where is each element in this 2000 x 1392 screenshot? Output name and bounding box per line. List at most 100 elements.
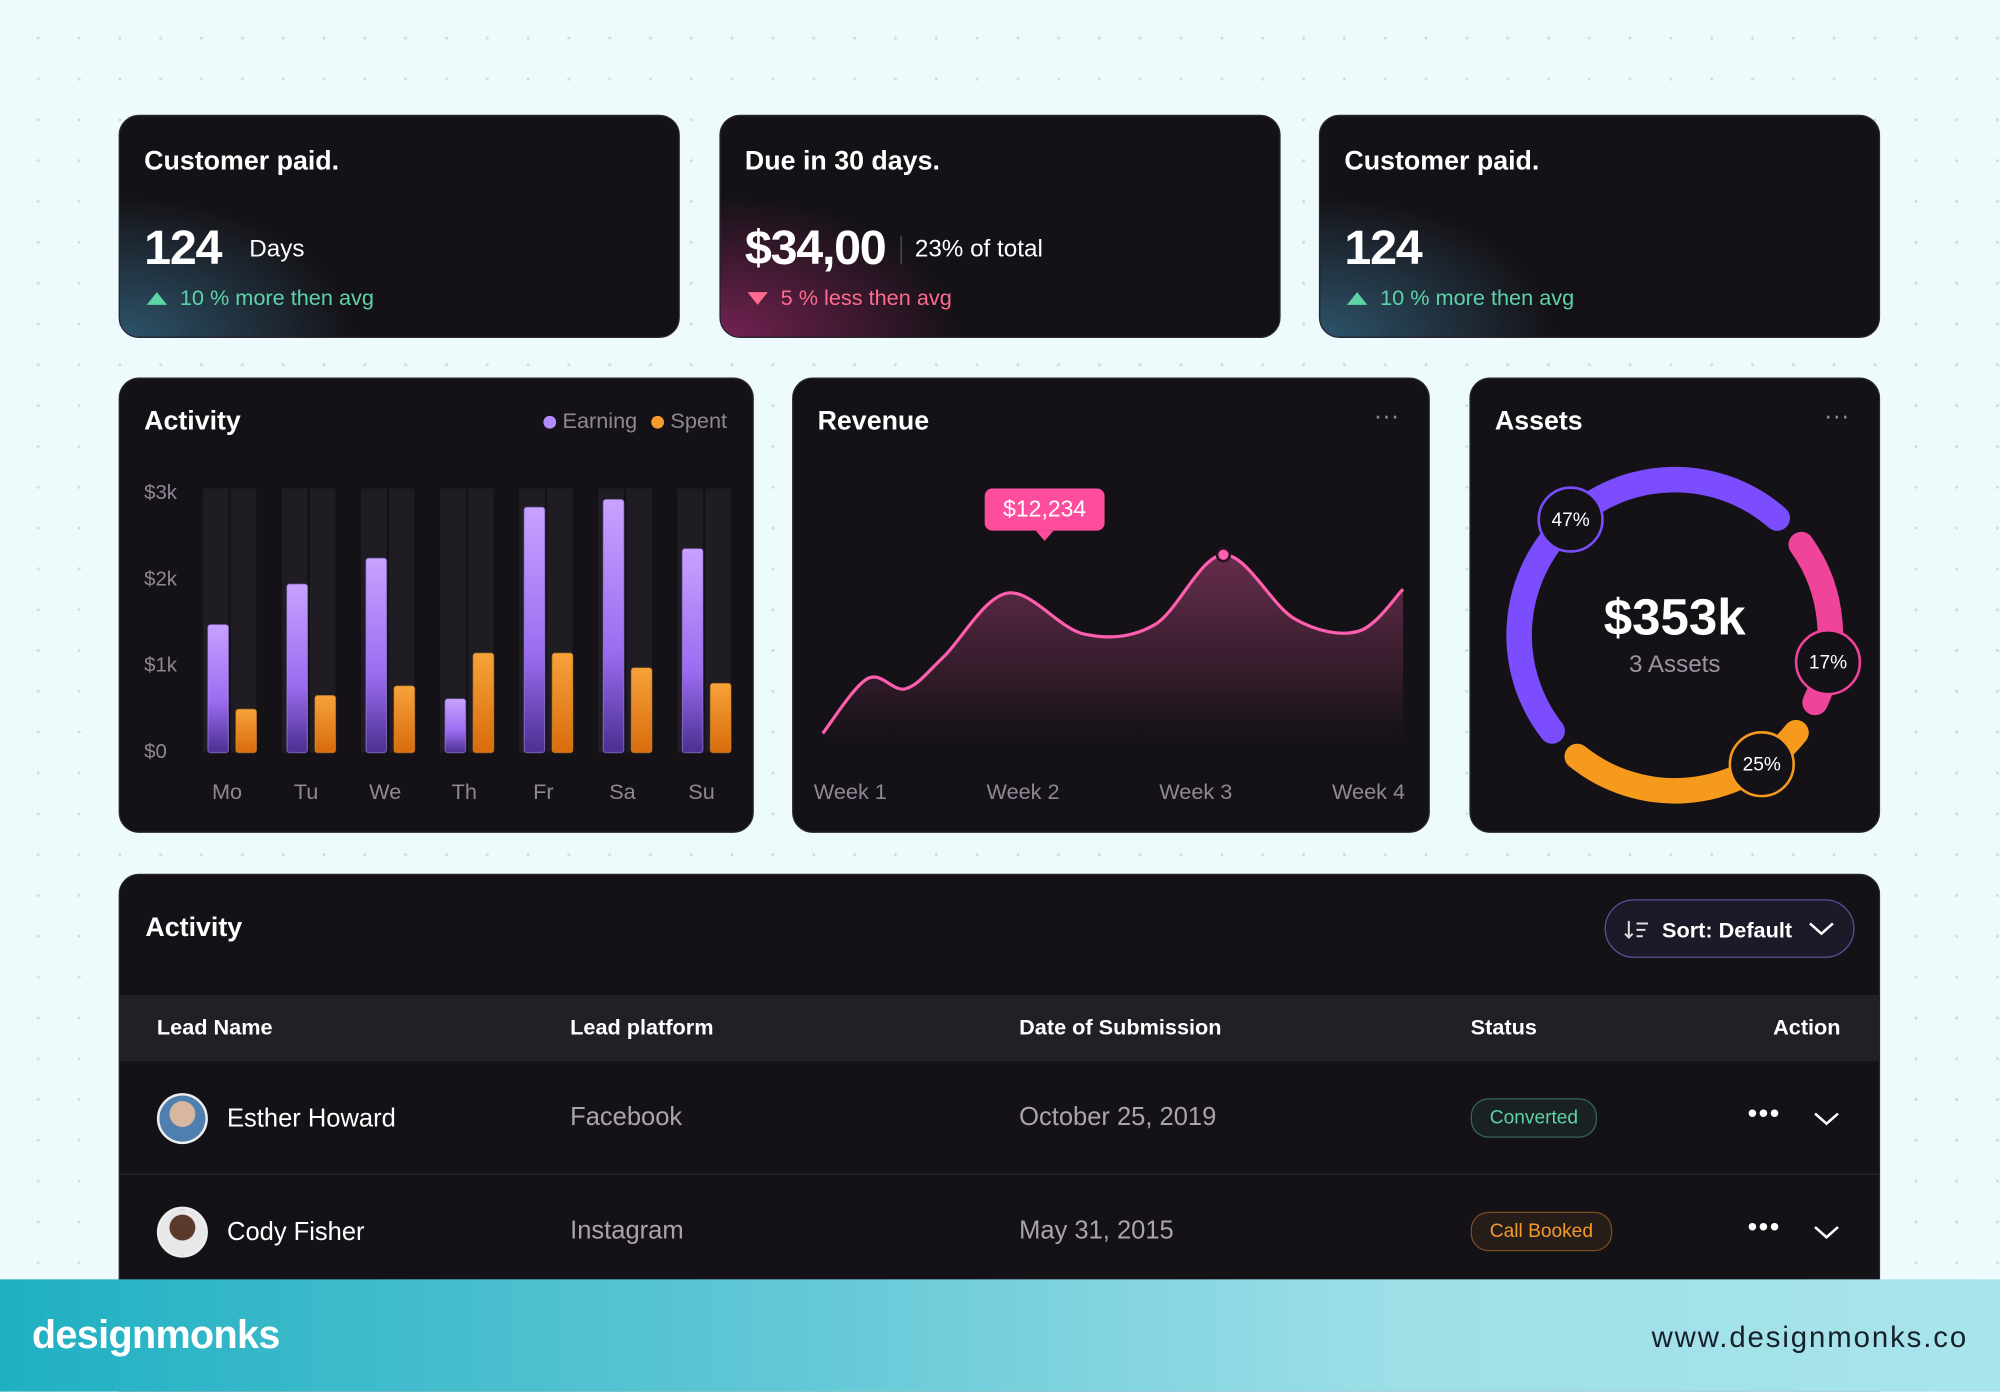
kpi-value: 124 [144, 221, 222, 276]
y-tick-label: $2k [144, 568, 178, 590]
bar [235, 708, 258, 754]
bar [365, 557, 388, 754]
bar [393, 685, 416, 754]
x-tick-label: We [369, 779, 401, 804]
x-tick-label: Week 3 [1159, 779, 1232, 804]
tooltip-box [984, 488, 1105, 531]
kpi-change-text: 5 % less then avg [780, 285, 952, 310]
kpi-card: Customer paid. 124 Days 10 % more then avg [118, 114, 680, 339]
trend-arrow [146, 292, 168, 305]
kpi-change: 10 % more then avg [1346, 285, 1575, 312]
bar [444, 698, 467, 754]
y-tick-label: $0 [144, 741, 167, 763]
lead-name: Esther Howard [227, 1104, 396, 1133]
chart-title: Activity [144, 405, 241, 435]
x-tick-label: Fr [533, 779, 553, 804]
kpi-title: Due in 30 days. [744, 146, 940, 177]
kpi-unit: 23% of total [900, 235, 1043, 264]
lead-name: Cody Fisher [227, 1218, 365, 1247]
bar [523, 506, 546, 754]
bar [709, 682, 732, 754]
x-tick-label: Week 1 [814, 779, 887, 804]
more-menu: ··· [1374, 402, 1399, 430]
kpi-card: Due in 30 days. $34,00 23% of total 5 % les… [719, 114, 1281, 339]
peak-point [1215, 547, 1232, 563]
footer: designmonks www.designmonks.co [0, 1279, 2000, 1392]
brand: designmonks [31, 1312, 281, 1358]
kpi-change-text: 10 % more then avg [179, 285, 374, 310]
more-menu: ··· [1824, 402, 1849, 430]
kpi-change-text: 10 % more then avg [1380, 285, 1575, 310]
more-actions[interactable]: ••• [1747, 1210, 1781, 1243]
kpi-value-row: 124 Days [144, 222, 304, 277]
y-tick-label: $1k [144, 655, 178, 677]
table-header [119, 994, 1879, 1062]
kpi-value: $34,00 [744, 221, 887, 276]
kpi-unit: Days [249, 235, 305, 263]
x-tick-label: Week 2 [987, 779, 1060, 804]
area [822, 554, 1404, 740]
x-tick-label: Tu [294, 779, 319, 804]
legend-swatch [543, 415, 557, 429]
bar [551, 652, 574, 754]
x-tick-label: Su [688, 779, 715, 804]
center-label: 3 Assets [1629, 651, 1721, 678]
status-pill: Converted [1470, 1098, 1598, 1138]
badge [1728, 731, 1795, 798]
chart-title: Revenue [818, 405, 930, 435]
x-tick-label: Sa [609, 779, 636, 804]
chevron-path [1814, 1112, 1839, 1126]
legend-label: Earning [563, 408, 638, 433]
tooltip-tail [1035, 530, 1054, 541]
expand-chevron[interactable] [1812, 1110, 1840, 1128]
x-tick-label: Th [452, 779, 477, 804]
trend-arrow [1346, 292, 1368, 305]
kpi-value: 124 [1344, 221, 1422, 276]
chevron-path [1814, 1226, 1839, 1239]
center-value: $353k [1604, 589, 1746, 646]
x-tick-label: Week 4 [1332, 779, 1405, 804]
more-actions[interactable]: ••• [1747, 1096, 1781, 1129]
avatar [156, 1093, 208, 1145]
kpi-title: Customer paid. [144, 146, 340, 177]
bar-track [230, 488, 257, 753]
kpi-value-row: $34,00 23% of total [745, 222, 1043, 277]
status-pill: Call Booked [1470, 1211, 1613, 1252]
chevron [1809, 922, 1834, 936]
column-header: Status [1470, 1015, 1537, 1040]
value-label: 25% [1743, 755, 1781, 776]
badge [1794, 629, 1862, 696]
column-header: Lead platform [570, 1015, 714, 1040]
revenue-card [792, 377, 1430, 833]
column-header: Action [1773, 1015, 1841, 1040]
bar [286, 583, 309, 754]
kpi-value-row: 124 [1344, 221, 1422, 277]
kpi-change: 5 % less then avg [747, 285, 952, 312]
value-label: 47% [1551, 510, 1589, 531]
chart-title: Assets [1495, 405, 1583, 435]
lead-platform: Instagram [570, 1216, 684, 1245]
sort-icon [1624, 920, 1648, 939]
column-header: Lead Name [156, 1015, 273, 1040]
badge [1537, 486, 1604, 553]
expand-chevron[interactable] [1812, 1223, 1840, 1241]
sort-label: Sort: Default [1661, 918, 1793, 943]
bar [472, 652, 495, 754]
url: www.designmonks.co [1651, 1320, 1969, 1354]
table-title: Activity [145, 913, 243, 943]
trend-arrow [747, 292, 768, 305]
submission-date: May 31, 2015 [1019, 1216, 1174, 1245]
lead-platform: Facebook [570, 1103, 683, 1132]
kpi-change: 10 % more then avg [146, 285, 374, 312]
value-label: 17% [1809, 653, 1847, 674]
kpi-card: Customer paid. 124 10 % more then avg [1318, 114, 1881, 339]
legend-label: Spent [670, 408, 727, 433]
line [821, 553, 1405, 735]
sort-button[interactable]: Sort: Default [1604, 899, 1855, 958]
bar [314, 694, 337, 754]
legend-swatch [651, 415, 665, 429]
column-header: Date of Submission [1019, 1015, 1222, 1040]
